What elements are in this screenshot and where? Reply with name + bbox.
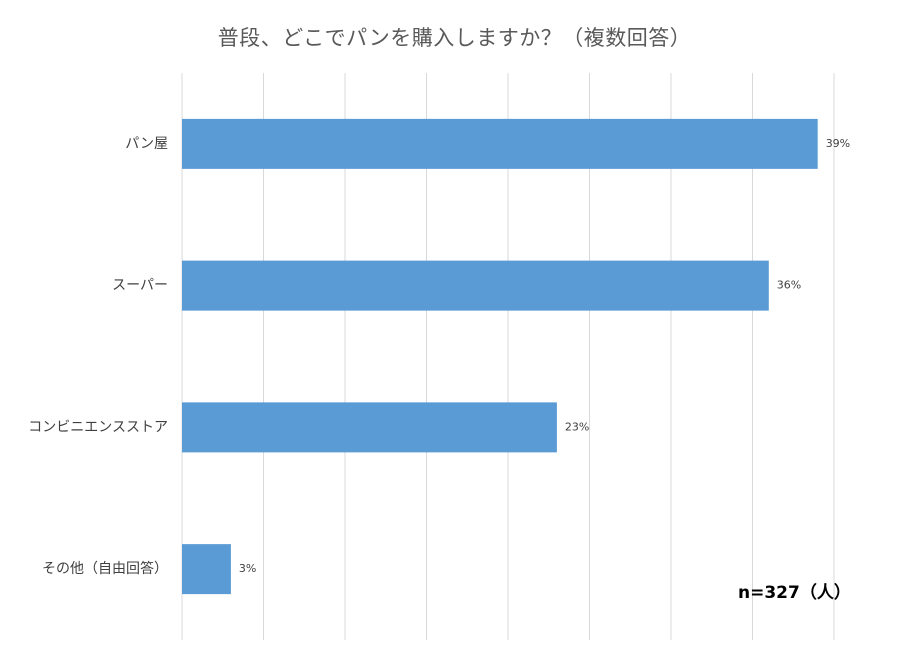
bars [182, 118, 818, 595]
sample-size-note: n=327（人） [738, 583, 851, 603]
data-label: 3% [239, 562, 256, 575]
category-label: パン屋 [125, 136, 168, 152]
category-label: スーパー [112, 278, 168, 294]
category-label: コンビニエンスストア [28, 419, 168, 435]
data-label: 39% [826, 137, 850, 150]
data-label: 36% [777, 279, 801, 292]
bar [182, 118, 818, 169]
data-label: 23% [565, 420, 589, 433]
category-label: その他（自由回答） [42, 560, 168, 577]
bar [182, 402, 557, 453]
labels: パン屋 39% スーパー 36% コンビニエンスストア 23% その他（自由回答） 3% [28, 136, 850, 577]
chart-title: 普段、どこでパンを購入しますか？（複数回答） [217, 26, 692, 50]
bar [182, 544, 231, 595]
bar [182, 260, 769, 311]
